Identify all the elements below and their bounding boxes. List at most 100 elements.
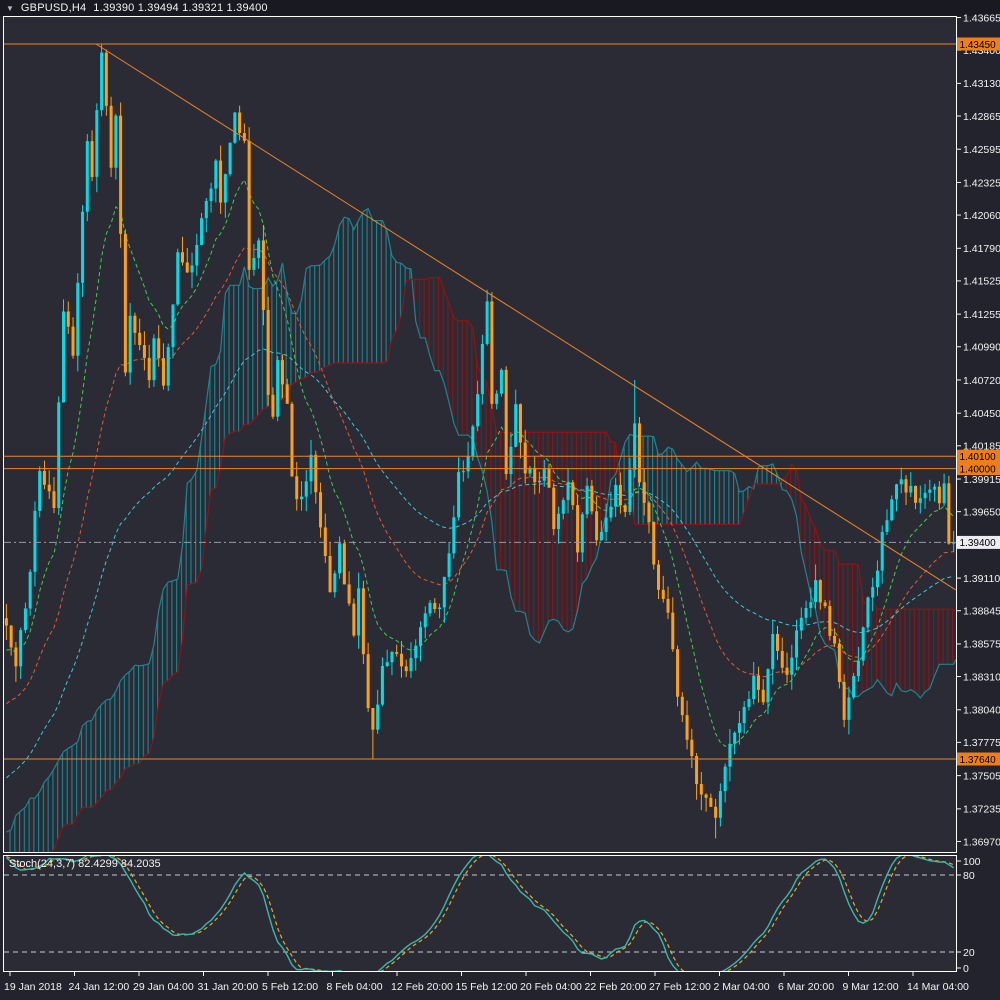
candle <box>571 482 575 506</box>
candle <box>895 484 898 500</box>
candle <box>628 469 632 512</box>
descending-trendline[interactable] <box>95 43 956 591</box>
candle <box>409 658 413 672</box>
candle <box>761 689 765 703</box>
time-tick-label: 15 Feb 12:00 <box>456 981 518 993</box>
price-tick-label: 1.38040 <box>963 705 1000 717</box>
candle <box>928 489 932 493</box>
candle <box>242 133 246 141</box>
candle <box>680 696 684 716</box>
candle <box>209 188 213 202</box>
candle <box>837 643 841 682</box>
time-tick-label: 27 Feb 12:00 <box>649 981 711 993</box>
time-tick-label: 6 Mar 20:00 <box>778 981 834 993</box>
candle <box>523 442 527 474</box>
candle <box>909 485 913 493</box>
stochastic-lines <box>4 856 956 971</box>
candle <box>823 602 827 607</box>
stoch-scale-label: 100 <box>963 856 981 868</box>
candle <box>590 485 594 512</box>
candle <box>742 706 746 724</box>
candle <box>466 456 470 472</box>
candle <box>23 608 27 631</box>
candle <box>123 233 127 373</box>
candle <box>885 520 889 532</box>
drawn-objects[interactable] <box>4 43 956 760</box>
price-alert-tag[interactable] <box>957 37 1000 51</box>
candle <box>452 517 456 554</box>
stoch-signal-line <box>6 856 954 971</box>
candle <box>728 743 732 767</box>
time-tick-label: 2 Mar 04:00 <box>714 981 770 993</box>
candle <box>642 482 646 503</box>
candle <box>347 584 351 604</box>
candle <box>709 797 713 807</box>
candle <box>495 393 499 404</box>
time-tick-label: 22 Feb 20:00 <box>585 981 647 993</box>
price-tick-label: 1.39110 <box>963 573 1000 585</box>
candle <box>861 627 865 661</box>
candle <box>580 514 584 553</box>
candle <box>647 502 651 522</box>
price-tick-label: 1.43665 <box>963 12 1000 24</box>
candle <box>47 484 51 492</box>
candle <box>752 675 756 700</box>
candle <box>518 404 522 443</box>
candle <box>119 115 123 234</box>
candle <box>257 240 261 258</box>
candle <box>447 553 451 577</box>
price-tick-label: 1.42060 <box>963 210 1000 222</box>
candle <box>552 487 556 530</box>
time-tick-label: 24 Jan 12:00 <box>69 981 130 993</box>
price-alert-tag[interactable] <box>957 752 1000 766</box>
symbol-period-label: GBPUSD,H4 <box>20 2 87 14</box>
candle <box>333 573 337 593</box>
candle <box>357 588 361 636</box>
candle <box>528 467 532 474</box>
price-tick-label: 1.38845 <box>963 606 1000 618</box>
candle <box>366 654 370 709</box>
candle <box>438 607 442 610</box>
candle <box>557 513 561 530</box>
stoch-panel-background[interactable] <box>4 856 956 971</box>
candle <box>76 282 80 356</box>
candle <box>233 112 237 143</box>
ema-12-line <box>6 178 954 747</box>
candle <box>104 52 108 106</box>
candle <box>599 531 603 541</box>
candle <box>633 423 637 470</box>
cloud-bullish-area <box>6 208 783 852</box>
candle <box>328 555 332 593</box>
chart-titlebar: ▼ GBPUSD,H4 1.39390 1.39494 1.39321 1.39… <box>0 0 1000 16</box>
candle <box>109 105 113 168</box>
price-tick-label: 1.37775 <box>963 737 1000 749</box>
candle <box>918 498 922 503</box>
candle <box>423 613 427 628</box>
candle <box>737 723 741 733</box>
candle <box>152 338 156 381</box>
candle <box>880 531 884 571</box>
candle <box>828 606 832 636</box>
time-tick-label: 31 Jan 20:00 <box>198 981 259 993</box>
candlesticks <box>4 44 956 839</box>
candle <box>509 446 513 475</box>
candle <box>200 218 204 245</box>
candle <box>385 662 389 667</box>
price-tick-label: 1.37505 <box>963 770 1000 782</box>
candle <box>685 715 689 740</box>
candle <box>695 756 699 785</box>
candle <box>947 483 951 544</box>
chart-collapse-icon[interactable]: ▼ <box>6 3 14 13</box>
candle <box>428 602 432 614</box>
candle <box>133 315 137 333</box>
price-alert-tag[interactable] <box>957 449 1000 463</box>
candle <box>657 564 660 590</box>
candle <box>442 576 446 608</box>
candle <box>228 142 232 175</box>
price-tick-label: 1.41790 <box>963 243 1000 255</box>
candle <box>723 766 727 792</box>
candle <box>214 160 218 189</box>
price-alert-tag[interactable] <box>957 462 1000 476</box>
candle <box>771 633 775 670</box>
